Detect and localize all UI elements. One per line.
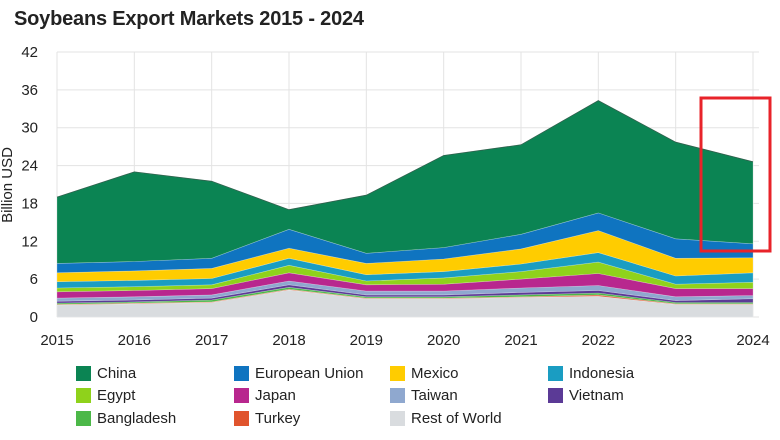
x-tick-labels: 2015 2016 2017 2018 2019 2020 2021 2022 2023 2024 <box>40 332 769 349</box>
legend-swatch <box>390 388 405 403</box>
legend-label: European Union <box>255 365 364 382</box>
legend-label: Indonesia <box>569 365 635 382</box>
y-tick-label: 30 <box>21 120 38 137</box>
legend-swatch <box>234 366 249 381</box>
legend-swatch <box>76 366 91 381</box>
total-outline <box>56 100 754 211</box>
x-tick-label: 2024 <box>736 332 769 349</box>
legend-item-vietnam: Vietnam <box>548 387 624 404</box>
area-rest-of-world <box>56 289 754 318</box>
y-tick-label: 36 <box>21 82 38 99</box>
legend-item-japan: Japan <box>234 387 296 404</box>
y-tick-label: 42 <box>21 44 38 61</box>
legend-swatch <box>390 366 405 381</box>
legend-label: China <box>97 365 137 382</box>
y-tick-label: 18 <box>21 195 38 212</box>
legend-swatch <box>390 411 405 426</box>
x-tick-label: 2016 <box>118 332 151 349</box>
legend-label: Bangladesh <box>97 410 177 427</box>
x-tick-label: 2017 <box>195 332 228 349</box>
highlight-box <box>699 96 772 253</box>
legend-label: Mexico <box>411 365 459 382</box>
legend-item-bangladesh: Bangladesh <box>76 410 176 427</box>
y-axis-label: Billion USD <box>0 147 16 223</box>
y-tick-label: 6 <box>30 271 38 288</box>
legend-swatch <box>76 388 91 403</box>
legend-item-turkey: Turkey <box>234 410 300 427</box>
legend-label: Turkey <box>255 410 301 427</box>
series-areas <box>56 100 754 318</box>
x-tick-label: 2021 <box>504 332 537 349</box>
legend-item-mexico: Mexico <box>390 365 459 382</box>
y-tick-labels: 0 6 12 18 24 30 36 42 <box>21 44 38 326</box>
legend-label: Taiwan <box>411 387 458 404</box>
legend-item-egypt: Egypt <box>76 387 135 404</box>
y-tick-label: 24 <box>21 158 38 175</box>
x-tick-label: 2022 <box>582 332 615 349</box>
x-tick-label: 2015 <box>40 332 73 349</box>
area-bangladesh <box>56 286 754 305</box>
x-tick-label: 2018 <box>272 332 305 349</box>
legend-swatch <box>548 366 563 381</box>
y-tick-label: 0 <box>30 309 38 326</box>
legend-swatch <box>76 411 91 426</box>
y-tick-label: 12 <box>21 233 38 250</box>
legend-label: Rest of World <box>411 410 502 427</box>
legend-swatch <box>234 411 249 426</box>
x-tick-label: 2020 <box>427 332 460 349</box>
legend-swatch <box>548 388 563 403</box>
x-tick-label: 2019 <box>350 332 383 349</box>
legend-item-european-union: European Union <box>234 365 363 382</box>
legend-item-china: China <box>76 365 136 382</box>
legend-label: Japan <box>255 387 296 404</box>
legend-item-rest-of-world: Rest of World <box>390 410 502 427</box>
legend-label: Vietnam <box>569 387 624 404</box>
x-tick-label: 2023 <box>659 332 692 349</box>
chart-title: Soybeans Export Markets 2015 - 2024 <box>14 8 364 30</box>
legend-swatch <box>234 388 249 403</box>
legend-item-indonesia: Indonesia <box>548 365 634 382</box>
legend-item-taiwan: Taiwan <box>390 387 458 404</box>
legend-label: Egypt <box>97 387 136 404</box>
